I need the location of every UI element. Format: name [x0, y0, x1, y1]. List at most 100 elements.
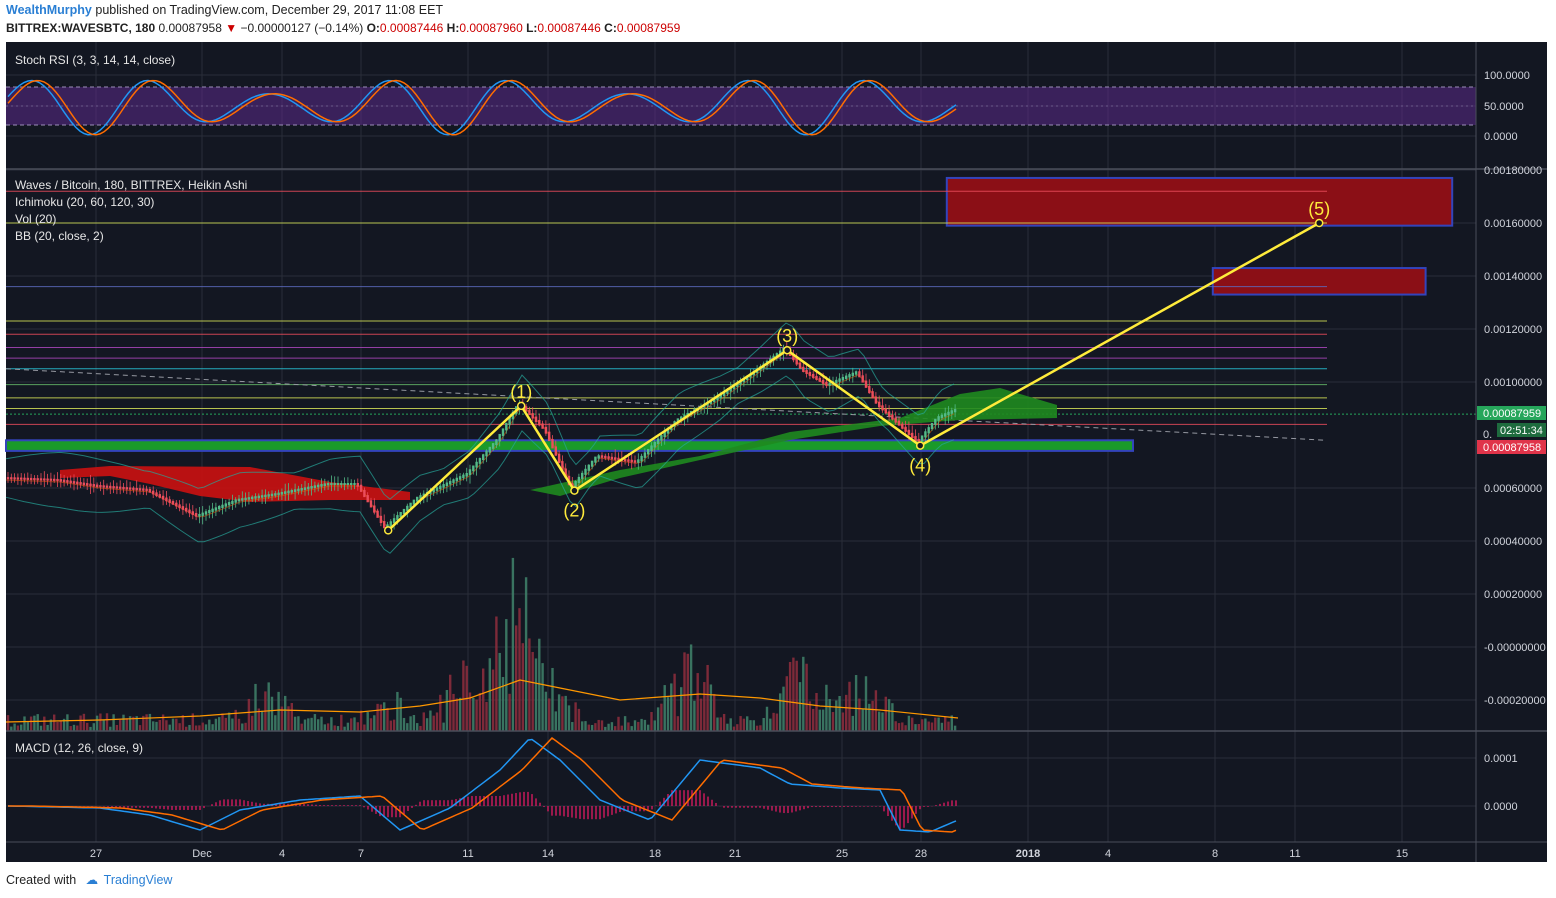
macd-histogram-bar	[111, 806, 113, 808]
candle-body	[251, 496, 254, 500]
volume-bar	[330, 717, 333, 731]
volume-bar	[709, 684, 713, 731]
candle-body	[676, 418, 680, 424]
candle-body	[198, 513, 201, 517]
candle-body	[59, 479, 62, 482]
macd-histogram-bar	[123, 806, 125, 808]
candle-body	[722, 391, 726, 397]
stoch-title: Stoch RSI (3, 3, 14, 14, close)	[15, 53, 176, 67]
candle-body	[99, 485, 102, 488]
candle-body	[128, 487, 132, 490]
macd-histogram-bar	[487, 795, 489, 806]
volume-bar	[775, 713, 779, 731]
volume-bar	[637, 721, 640, 731]
macd-histogram-bar	[107, 806, 109, 807]
candle-body	[237, 498, 241, 502]
macd-histogram-bar	[615, 806, 617, 814]
time-tick-label: 21	[729, 848, 741, 860]
volume-bar	[211, 724, 214, 731]
volume-bar	[340, 714, 343, 731]
volume-bar	[270, 696, 274, 731]
macd-histogram-bar	[499, 795, 501, 806]
candle-body	[402, 508, 406, 514]
candle-body	[138, 488, 142, 491]
candle-body	[617, 457, 620, 461]
volume-bar	[119, 719, 122, 731]
price-change: −0.00000127 (−0.14%)	[240, 21, 364, 35]
volume-ma	[5, 679, 959, 723]
candle-body	[541, 423, 544, 429]
macd-histogram-bar	[691, 790, 693, 806]
macd-histogram-bar	[227, 799, 229, 806]
macd-histogram-bar	[223, 799, 225, 806]
macd-histogram-bar	[611, 806, 613, 815]
volume-bar	[247, 698, 251, 731]
volume-bar	[112, 714, 115, 731]
candle-body	[713, 398, 716, 403]
volume-bar	[653, 720, 656, 731]
tradingview-logo-icon[interactable]: ☁	[85, 873, 99, 887]
candle-body	[221, 504, 224, 508]
volume-bar	[706, 664, 709, 731]
macd-histogram-bar	[707, 796, 709, 806]
axes[interactable]: 27 Dec 4 7 11 14 18 21 25 28 2018 4 8 11 15 0.00180000 0…	[90, 70, 1546, 860]
volume-bar	[732, 726, 736, 731]
volume-bar	[881, 712, 884, 731]
volume-bar	[769, 718, 772, 731]
volume-bar	[765, 706, 769, 731]
candle-body	[924, 431, 927, 438]
volume-bar	[194, 725, 198, 731]
macd-histogram-bar	[775, 806, 777, 812]
stoch-tick-label: 0.0000	[1484, 131, 1518, 143]
candle-body	[353, 483, 356, 485]
volume-bar	[468, 692, 472, 731]
time-tick-label: 8	[1212, 848, 1218, 860]
volume-bar	[475, 699, 478, 731]
candle-body	[313, 485, 317, 489]
candle-body	[23, 477, 26, 480]
macd-histogram-bar	[635, 806, 637, 812]
volume-bar	[491, 669, 495, 731]
volume-bar	[647, 724, 650, 731]
volume-bar	[686, 653, 689, 731]
macd-histogram-bar	[599, 806, 601, 820]
symbol-name: BITTREX:WAVESBTC, 180	[6, 21, 156, 35]
candle-body	[666, 428, 670, 434]
macd-histogram-bar	[355, 805, 357, 806]
candle-body	[627, 459, 630, 462]
horizontal-levels	[5, 190, 1476, 441]
volume-bar	[13, 723, 16, 731]
macd-histogram-bar	[799, 806, 801, 811]
volume-bar	[561, 696, 564, 731]
candle-body	[927, 427, 930, 434]
macd-histogram-bar	[839, 806, 841, 808]
candle-body	[33, 478, 36, 481]
candle-body	[934, 418, 937, 425]
macd-histogram-bar	[939, 803, 941, 806]
candle-body	[307, 486, 310, 490]
macd-histogram-bar	[947, 801, 949, 806]
candle-body	[43, 478, 46, 481]
macd-histogram-bar	[103, 806, 105, 807]
volume-bar	[478, 692, 482, 731]
candle-body	[224, 503, 227, 507]
candle-body	[630, 459, 633, 463]
macd-histogram-bar	[307, 804, 309, 806]
macd-histogram-bar	[523, 791, 525, 806]
tradingview-link[interactable]: TradingView	[103, 873, 173, 887]
volume-bar	[422, 712, 425, 731]
macd-histogram-bar	[503, 795, 505, 806]
last-price-badge	[1477, 406, 1546, 420]
candle-body	[614, 457, 617, 460]
candle-body	[528, 409, 531, 416]
macd-histogram-bar	[687, 790, 689, 806]
candle-body	[491, 443, 495, 449]
volume-bar	[524, 577, 528, 731]
stoch-rsi-lines	[7, 79, 957, 136]
author-link[interactable]: WealthMurphy	[6, 3, 92, 17]
macd-histogram-bar	[539, 802, 541, 806]
macd-histogram-bar	[135, 806, 137, 808]
macd-histogram-bar	[411, 806, 413, 808]
wave-line	[387, 221, 1320, 532]
